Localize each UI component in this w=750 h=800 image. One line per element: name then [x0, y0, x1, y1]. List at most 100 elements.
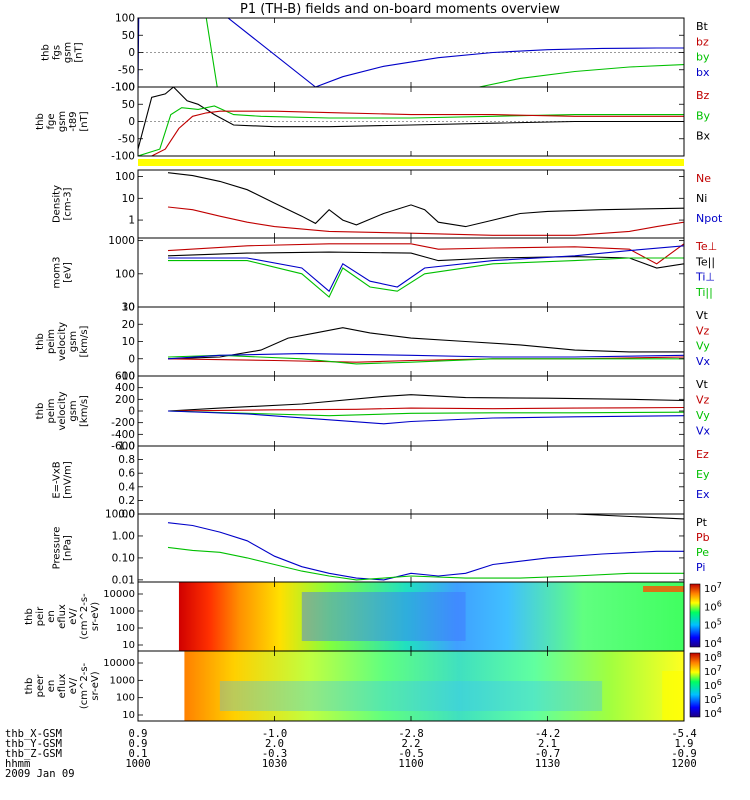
y-axis-label: gsm: [68, 331, 79, 352]
y-tick-label: 0.01: [112, 574, 135, 586]
series-te-: [167, 243, 684, 265]
legend-npot: Npot: [696, 212, 723, 225]
axis-row-value: -5.4: [671, 728, 697, 740]
axis-row-value: 2.2: [401, 738, 421, 750]
panel-frame: [137, 445, 685, 515]
y-axis-label: velocity: [57, 322, 68, 361]
status-bar: [138, 159, 684, 166]
panel-frame: [137, 375, 685, 447]
axis-row-value: 1200: [671, 758, 697, 770]
series-ti-: [168, 245, 684, 293]
y-axis-label: eflux: [57, 604, 68, 629]
series-vt: [167, 327, 684, 360]
axis-row: thb_X-GSM 0.9 -1.0 -2.8 -4.2 -5.4: [5, 728, 745, 740]
series-by: [205, 18, 684, 87]
axis-row-value: 2.0: [265, 738, 284, 750]
y-tick-label: 1: [128, 215, 135, 227]
series-vy: [167, 354, 684, 365]
y-tick-label: -400: [111, 429, 135, 441]
y-axis-label: fgs: [52, 45, 63, 60]
y-axis-label: E=-VxB: [52, 461, 63, 498]
legend-bz: Bz: [696, 89, 710, 102]
axis-row-value: -1.0: [261, 728, 288, 740]
y-tick-label: 100: [115, 268, 135, 280]
y-axis-label: -t89: [68, 111, 79, 131]
axis-row: thb_Y-GSM 0.9 2.0 2.2 2.1 1.9: [5, 738, 745, 750]
y-axis-label: velocity: [57, 391, 68, 430]
axis-row-value: -0.3: [261, 748, 288, 760]
y-axis-label: peir: [35, 606, 46, 626]
legend-ey: Ey: [696, 468, 710, 481]
colorbar: [689, 583, 701, 648]
y-tick-label: 10: [122, 193, 135, 205]
colorbar-tick: 107: [704, 581, 722, 595]
y-tick-label: 100: [115, 171, 135, 183]
y-tick-label: -100: [111, 151, 135, 163]
y-tick-label: 1000: [108, 235, 135, 247]
y-tick-label: 10000: [103, 589, 135, 600]
y-tick-label: 100: [116, 693, 135, 704]
bottom-axis-table: thb_X-GSM 0.9 -1.0 -2.8 -4.2 -5.4 thb_Y-GSM 0.9…: [5, 729, 745, 799]
y-tick-label: 200: [115, 394, 135, 406]
y-tick-label: 0: [128, 353, 135, 365]
axis-row-value: 1.9: [674, 738, 694, 750]
y-tick-label: 0: [128, 116, 135, 128]
axis-row-value: 0.9: [128, 738, 148, 750]
series-bx: [138, 87, 684, 150]
y-tick-label: 0.6: [118, 468, 135, 480]
panel-3: 100 10 1 Ne Ni Npot Density [cm-3]: [52, 169, 723, 239]
y-axis-label: [nT]: [79, 111, 90, 131]
y-tick-label: 400: [115, 382, 135, 394]
axis-row-value: 1130: [534, 758, 561, 770]
series-by: [138, 105, 684, 156]
colorbar-tick: 106: [704, 678, 722, 692]
y-tick-label: -50: [118, 64, 135, 76]
y-axis-label: (cm^2-s-: [79, 662, 90, 709]
panel-8: 10.00 1.00 0.10 0.01 Pt Pb Pe Pi Pressure [nPa]: [52, 509, 710, 587]
legend-pb: Pb: [696, 531, 710, 544]
axis-row: hhmm 1000 1030 1100 1130 1200: [5, 758, 745, 770]
y-tick-label: 0: [128, 47, 135, 59]
series-vt: [167, 394, 684, 412]
y-tick-label: 30: [122, 302, 135, 314]
legend-bx: Bx: [696, 130, 711, 143]
axis-row-value: -2.8: [398, 728, 424, 740]
legend-bx: bx: [696, 66, 710, 79]
y-axis-label: eflux: [57, 674, 68, 699]
y-axis-label: thb: [24, 608, 35, 625]
series-pi: [167, 522, 684, 581]
y-tick-label: 0.10: [112, 552, 135, 564]
panel-7: 1.00.8 0.60.4 0.2 0.0 Ez Ey Ex E=-VxB [mV/m]: [52, 441, 710, 521]
y-tick-label: 600: [115, 371, 135, 383]
y-tick-label: 50: [122, 30, 135, 42]
colorbar-tick: 105: [704, 618, 722, 632]
legend-te--: Te||: [695, 255, 715, 268]
y-axis-label: [nT]: [74, 42, 85, 62]
legend-ni: Ni: [696, 192, 707, 205]
y-tick-label: 0.8: [118, 454, 135, 466]
y-axis-label: eV/: [68, 608, 79, 625]
y-axis-label: fge: [46, 113, 57, 129]
y-axis-label: en: [46, 610, 57, 623]
y-tick-label: 10: [122, 302, 135, 314]
panel-2: 100 50 0 -50 -100 Bz By Bx thb fge gsm -t89 [nT]: [35, 82, 711, 163]
y-axis-label: [km/s]: [79, 395, 90, 427]
y-axis-label: gsm: [57, 111, 68, 132]
series-ne: [167, 206, 684, 236]
axis-row-value: 1030: [261, 758, 288, 770]
y-tick-label: 50: [122, 99, 135, 111]
legend-pe: Pe: [696, 546, 709, 559]
axis-row-label: hhmm: [5, 758, 31, 770]
axis-row-value: 0.9: [128, 728, 148, 740]
y-tick-label: 1000: [110, 606, 135, 617]
y-tick-label: 20: [122, 319, 135, 331]
axis-row-label: thb_X-GSM: [5, 728, 62, 740]
y-tick-label: 10: [122, 336, 135, 348]
series-vx: [167, 410, 684, 425]
legend-vz: Vz: [696, 324, 710, 337]
colorbar-tick: 108: [704, 650, 722, 664]
axis-row-value: 2.1: [538, 738, 557, 750]
y-tick-label: 10000: [103, 658, 135, 669]
